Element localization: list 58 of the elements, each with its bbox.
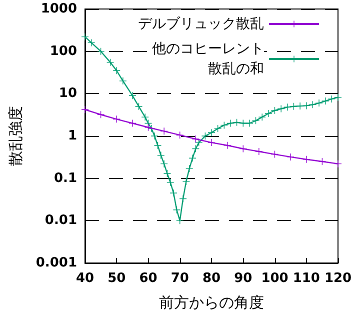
point [255, 148, 262, 156]
point [296, 102, 304, 110]
y-axis-title: 散乱強度 [6, 106, 24, 166]
point [208, 129, 215, 136]
point [189, 154, 196, 162]
point [186, 165, 193, 172]
point [246, 120, 253, 127]
point [287, 153, 294, 160]
y-tick-label: 1 [68, 128, 77, 144]
point [128, 120, 136, 127]
point [135, 102, 142, 110]
point [290, 102, 298, 110]
point [318, 158, 326, 165]
y-tick-label: 0.01 [44, 213, 77, 228]
point [334, 94, 342, 101]
y-tick-label: 10 [58, 86, 77, 102]
point [226, 120, 234, 127]
point [142, 114, 149, 121]
point [334, 160, 342, 168]
point [271, 107, 278, 114]
point [166, 178, 174, 186]
point [322, 98, 329, 105]
point [192, 135, 200, 142]
point [160, 128, 168, 135]
point [170, 190, 178, 197]
x-axis-title: 前方からの角度 [159, 294, 264, 312]
x-tick-label: 80 [202, 271, 221, 286]
x-tick-label: 100 [261, 271, 288, 286]
point [214, 125, 222, 132]
legend-label: デルブリュック散乱 [138, 16, 264, 32]
point [264, 110, 272, 117]
point [180, 195, 187, 202]
x-tick-label: 110 [292, 271, 320, 286]
point [128, 92, 136, 100]
point [208, 139, 215, 146]
point [278, 105, 285, 112]
y-tick-label: 100 [50, 44, 77, 59]
point [328, 95, 336, 102]
x-tick-label: 60 [139, 271, 158, 286]
point [302, 156, 310, 163]
point [316, 100, 323, 107]
y-tick-label: 0.001 [36, 256, 77, 270]
point [202, 132, 209, 140]
x-tick-label: 90 [234, 271, 252, 286]
point [258, 114, 266, 121]
x-tick-label: 40 [76, 271, 94, 286]
y-tick-label: 0.1 [54, 170, 77, 186]
point [160, 160, 168, 168]
point [82, 106, 88, 114]
point [119, 77, 126, 84]
point [164, 170, 171, 178]
x-tick-label: 70 [170, 271, 189, 286]
point [82, 33, 88, 40]
legend-label: 他のコヒーレント散乱の和 [152, 41, 264, 77]
x-tick-label: 50 [108, 271, 126, 286]
y-tick-label: 1000 [40, 2, 77, 16]
point [151, 132, 158, 140]
x-tick-label: 120 [324, 271, 352, 286]
